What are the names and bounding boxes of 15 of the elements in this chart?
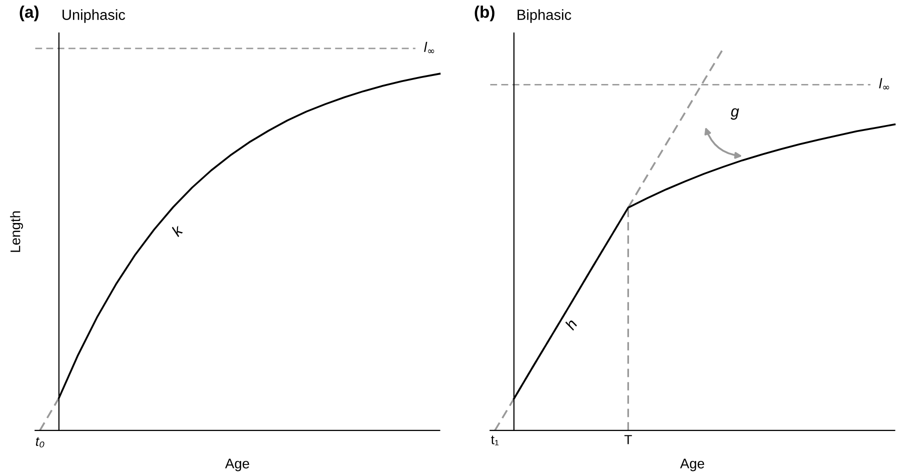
x-axis-title: Age <box>225 458 250 472</box>
chart-subtitle: Biphasic <box>518 9 572 23</box>
x-axis-title: Age <box>680 458 704 472</box>
annotation: h <box>564 318 578 331</box>
x-tick-label: t₁ <box>491 436 499 446</box>
ref-line-label: l$_{∞}$ <box>879 78 890 90</box>
chart-title: (a) <box>20 6 38 22</box>
chart-subtitle: Uniphasic <box>62 9 126 23</box>
x-tick-label: T <box>624 435 632 444</box>
chart-title: (b) <box>474 6 494 22</box>
ref-line-label: l$_{∞}$ <box>424 42 434 54</box>
y-axis-title: Length <box>10 211 24 252</box>
annotation: k <box>170 224 184 238</box>
annotation: g <box>730 108 740 120</box>
text: t₀ <box>36 437 44 448</box>
